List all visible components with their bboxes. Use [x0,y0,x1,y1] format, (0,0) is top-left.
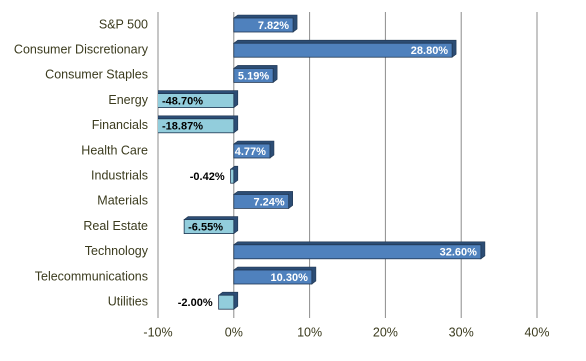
y-tick-label: Telecommunications [35,269,148,283]
y-tick-label: Industrials [91,168,148,182]
y-tick-label: Utilities [108,294,148,308]
y-tick-label: Technology [85,244,149,258]
value-label: -2.00% [178,297,213,309]
x-tick-label: 20% [373,325,398,339]
bar [218,294,235,310]
bar [233,68,274,83]
x-tick-label: -10% [143,325,172,339]
bar [233,42,453,58]
x-tick-label: 10% [297,325,322,339]
value-label: -48.70% [162,96,203,108]
value-label: 32.60% [440,247,478,259]
y-tick-label: Real Estate [83,219,148,233]
y-tick-label: Materials [97,194,148,208]
y-tick-label: Financials [92,118,148,132]
x-tick-label: 40% [524,325,549,339]
value-label: 28.80% [411,45,449,57]
value-label: 7.24% [253,196,284,208]
bar [233,193,290,209]
value-label: -6.55% [188,222,223,234]
y-tick-label: Consumer Staples [45,68,148,82]
value-label: 7.82% [258,20,289,32]
bar [233,17,294,33]
y-tick-label: Consumer Discretionary [14,42,149,56]
bar [233,143,271,159]
y-tick-label: Energy [108,93,148,107]
value-label: 10.30% [271,272,309,284]
value-label: -0.42% [190,171,225,183]
x-tick-label: 0% [225,325,243,339]
value-label: -18.87% [162,121,203,133]
bar [233,269,313,285]
bar [230,168,235,184]
value-label: 5.19% [238,70,269,82]
bar [158,93,235,108]
y-tick-label: S&P 500 [99,17,148,31]
x-tick-label: 30% [449,325,474,339]
bar [183,219,235,235]
value-label: 4.77% [235,146,266,158]
bar [158,118,235,134]
bar [233,244,482,260]
y-tick-label: Health Care [81,143,148,157]
